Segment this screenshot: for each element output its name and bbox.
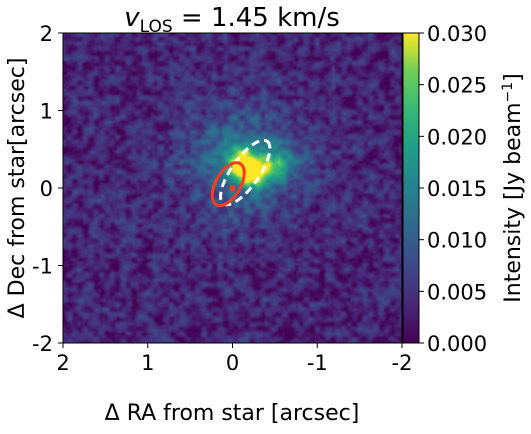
y-tick-label: 2 (40, 22, 53, 46)
x-tick-label: 2 (56, 351, 69, 375)
x-tick-label: -2 (392, 351, 413, 375)
y-axis: 2 1 0 -1 -2 (32, 22, 63, 356)
colorbar-tick-label: 0.030 (427, 22, 487, 46)
y-tick-label: -1 (32, 255, 53, 279)
red-ellipse (210, 161, 246, 208)
star-marker (229, 185, 236, 191)
dashed-white-ellipse (219, 138, 272, 207)
colorbar-label: Intensity [Jy beam−1] (500, 73, 526, 302)
y-tick-label: -2 (32, 332, 53, 356)
colorbar-tick-label: 0.025 (427, 74, 487, 98)
colorbar-gradient (403, 33, 419, 343)
colorbar-tick-label: 0.005 (427, 280, 487, 304)
x-axis: 2 1 0 -1 -2 (56, 343, 412, 375)
colorbar-tick-label: 0.010 (427, 229, 487, 253)
plot-area (62, 32, 403, 344)
y-tick-label: 1 (40, 100, 53, 124)
colorbar: 0.000 0.005 0.010 0.015 0.020 0.025 0.030 Inte… (402, 22, 526, 356)
colorbar-tick-label: 0.020 (427, 125, 487, 149)
chart-title: vLOS = 1.45 km/s (124, 3, 340, 37)
x-tick-label: 0 (226, 351, 239, 375)
x-tick-label: 1 (141, 351, 154, 375)
x-tick-label: -1 (307, 351, 328, 375)
y-axis-label: Δ Dec from star[arcsec] (5, 58, 30, 319)
colorbar-tick-label: 0.000 (427, 332, 487, 356)
x-axis-label: Δ RA from star [arcsec] (105, 401, 360, 426)
y-tick-label: 0 (40, 177, 53, 201)
colorbar-tick-label: 0.015 (427, 177, 487, 201)
